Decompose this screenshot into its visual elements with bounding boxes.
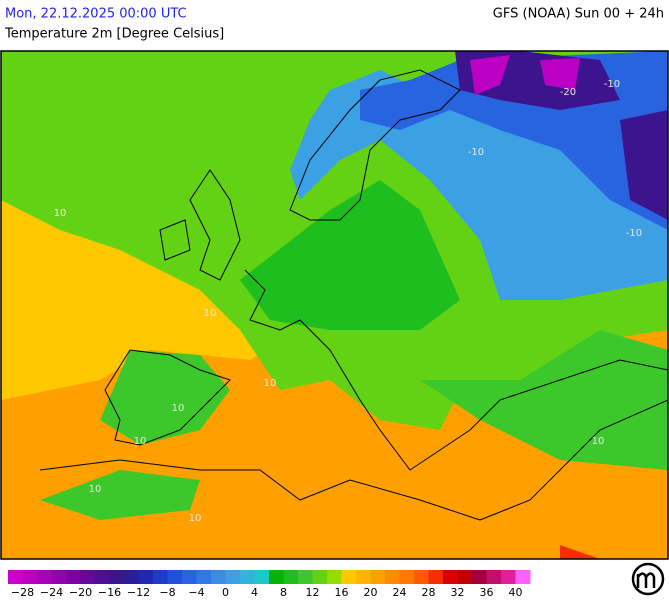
legend-swatch (341, 570, 357, 584)
legend-label: 16 (335, 586, 349, 599)
coastline (289, 69, 461, 221)
legend-swatch (254, 570, 270, 584)
date-header: Mon, 22.12.2025 00:00 UTC (5, 7, 187, 22)
legend-label: 12 (306, 586, 320, 599)
legend-label: 4 (251, 586, 258, 599)
logo-mark (636, 572, 656, 588)
legend-label: 28 (422, 586, 436, 599)
legend-swatch (385, 570, 400, 584)
logo (631, 562, 665, 596)
legend-label: 0 (222, 586, 229, 599)
cool-zone (240, 180, 460, 330)
legend-swatch (327, 570, 342, 584)
legend-label: −24 (40, 586, 63, 599)
legend-swatch (109, 570, 125, 584)
legend-label: −20 (69, 586, 92, 599)
legend-swatch (298, 570, 313, 584)
legend-swatch (414, 570, 429, 584)
hot-zone (560, 545, 600, 559)
mild-zone (40, 330, 668, 520)
legend-swatch (211, 570, 226, 584)
legend: −28 −24 −20 −16 −12 −8 −4 0 4 8 12 16 20 24 28 32 36 40 (8, 570, 531, 599)
legend-swatch (37, 570, 52, 584)
legend-swatch (428, 570, 444, 584)
subtitle: Temperature 2m [Degree Celsius] (4, 27, 224, 42)
legend-swatch (269, 570, 284, 584)
legend-swatch (370, 570, 386, 584)
legend-label: −12 (127, 586, 150, 599)
contour-label: 10 (134, 436, 147, 447)
legend-swatch (22, 570, 38, 584)
legend-swatch (138, 570, 154, 584)
legend-label: 8 (280, 586, 287, 599)
coastline (159, 169, 241, 281)
contour-label: 10 (89, 484, 102, 495)
legend-swatch (196, 570, 212, 584)
frigid-zone (455, 51, 668, 220)
contour-label: 10 (592, 436, 605, 447)
coastline (104, 349, 231, 446)
legend-label: −4 (188, 586, 204, 599)
contour-label: -10 (468, 147, 484, 158)
contour-label: 10 (189, 513, 202, 524)
coastline (39, 399, 669, 521)
legend-swatch (501, 570, 516, 584)
coastline (244, 269, 669, 471)
legend-label: −8 (159, 586, 175, 599)
legend-swatch (443, 570, 458, 584)
legend-swatch (167, 570, 183, 584)
legend-swatch (399, 570, 415, 584)
legend-swatch (182, 570, 197, 584)
legend-swatch (283, 570, 299, 584)
extreme-cold-zone (470, 55, 580, 95)
legend-swatch (312, 570, 328, 584)
legend-label: 24 (393, 586, 407, 599)
map-frame (0, 50, 669, 560)
contour-label: -10 (604, 79, 620, 90)
legend-swatch (153, 570, 168, 584)
contour-label: -10 (626, 228, 642, 239)
contour-label: 10 (204, 308, 217, 319)
legend-label: 40 (509, 586, 523, 599)
legend-swatch (356, 570, 371, 584)
contour-label: 10 (54, 208, 67, 219)
contour-label: -20 (560, 87, 576, 98)
legend-label: 20 (364, 586, 378, 599)
legend-swatch (8, 570, 23, 584)
legend-swatch (225, 570, 241, 584)
legend-swatch (486, 570, 502, 584)
contour-label: 10 (264, 378, 277, 389)
legend-swatch (95, 570, 110, 584)
model-header: GFS (NOAA) Sun 00 + 24h (493, 7, 664, 22)
legend-swatch (457, 570, 473, 584)
legend-label: 32 (451, 586, 465, 599)
contour-label: 10 (172, 403, 185, 414)
legend-label: −28 (11, 586, 34, 599)
legend-swatch (124, 570, 139, 584)
legend-label: 36 (480, 586, 494, 599)
legend-swatch (80, 570, 96, 584)
legend-swatch (66, 570, 81, 584)
logo-ring (631, 562, 665, 596)
legend-swatch (51, 570, 67, 584)
legend-swatch (240, 570, 255, 584)
legend-swatch (472, 570, 487, 584)
legend-label: −16 (98, 586, 121, 599)
map: 10 10 10 10 10 10 10 10 -10 -10 -10 -20 (0, 50, 669, 560)
legend-swatch (515, 570, 531, 584)
